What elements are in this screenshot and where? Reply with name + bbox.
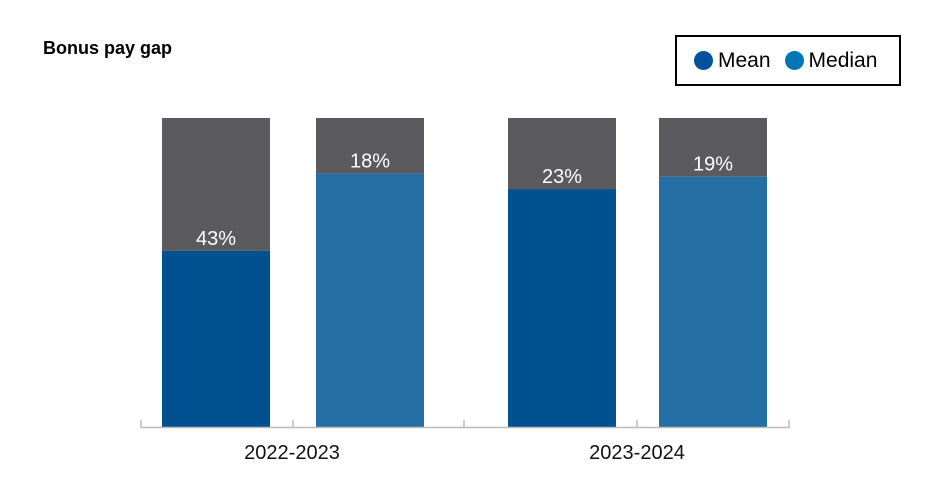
legend-label-median: Median	[808, 48, 878, 72]
data-label: 43%	[196, 228, 236, 250]
gap-bar-median-2022-2023	[316, 118, 424, 174]
data-label: 23%	[542, 166, 582, 188]
bar-mean-2023-2024	[508, 189, 616, 427]
legend-dot-mean	[694, 51, 713, 70]
legend: Mean Median	[675, 35, 901, 86]
bar-median-2023-2024	[659, 176, 767, 427]
x-tick-label: 2022-2023	[244, 442, 340, 464]
data-label: 18%	[350, 151, 390, 173]
x-tick-label: 2023-2024	[589, 442, 685, 464]
bar-median-2022-2023	[316, 173, 424, 427]
gap-bar-median-2023-2024	[659, 118, 767, 177]
legend-label-mean: Mean	[718, 48, 771, 72]
gap-bar-mean-2023-2024	[508, 118, 616, 190]
legend-item-median: Median	[784, 48, 878, 73]
bar-mean-2022-2023	[162, 250, 270, 427]
legend-item-mean: Mean	[694, 49, 771, 73]
legend-dot-median	[784, 51, 804, 70]
gap-bar-mean-2022-2023	[162, 118, 270, 251]
chart-title: Bonus pay gap	[43, 38, 173, 58]
data-label: 19%	[693, 154, 733, 176]
